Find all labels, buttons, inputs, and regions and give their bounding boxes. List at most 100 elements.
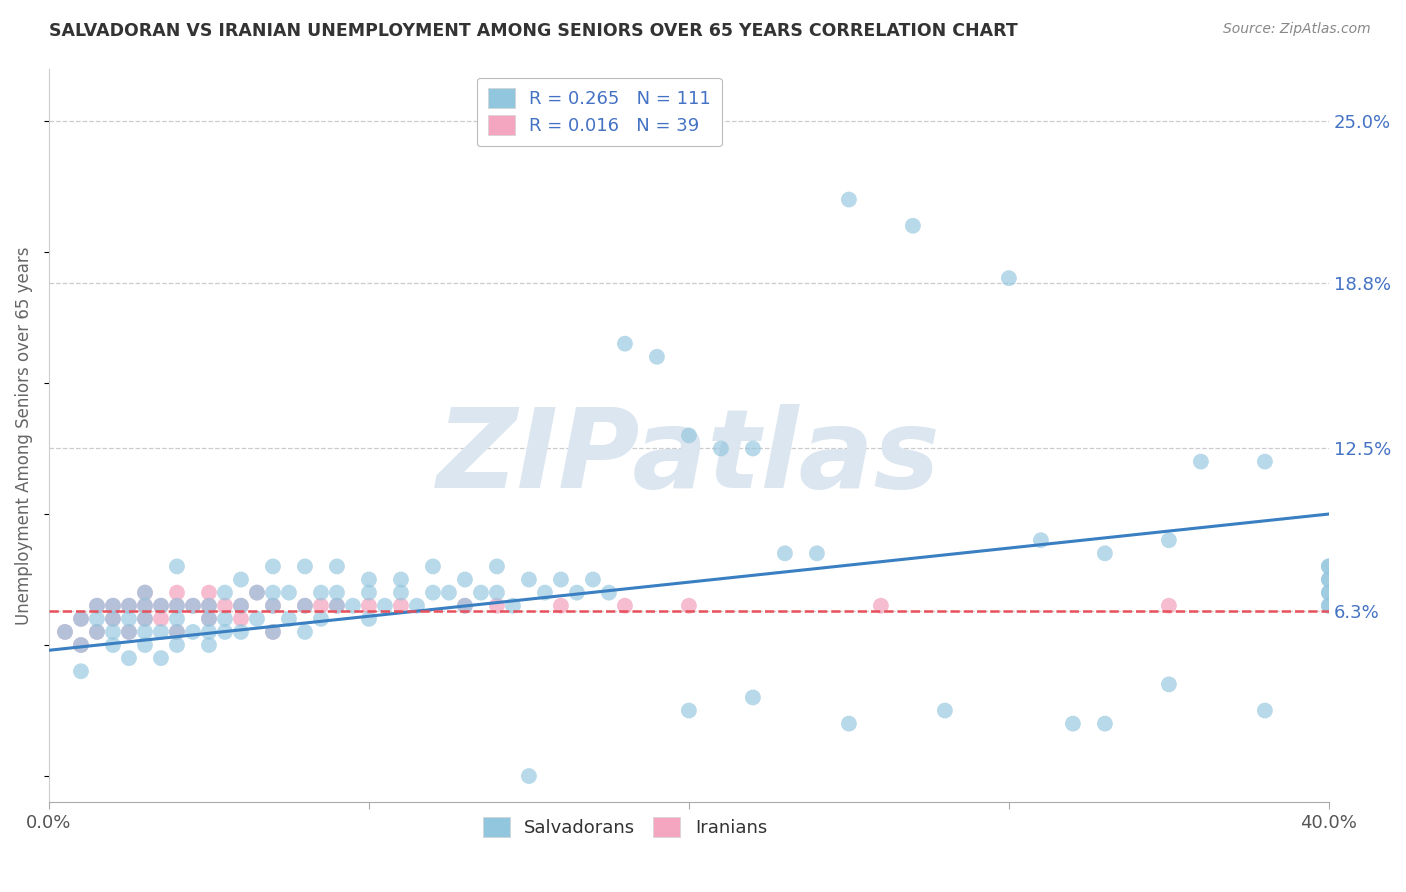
Point: [485, 599, 508, 613]
Point: [181, 599, 204, 613]
Point: [454, 599, 477, 613]
Point: [294, 599, 316, 613]
Point: [70, 665, 93, 679]
Point: [166, 559, 188, 574]
Point: [901, 219, 924, 233]
Point: [326, 585, 349, 599]
Point: [149, 612, 172, 626]
Legend: Salvadorans, Iranians: Salvadorans, Iranians: [475, 810, 775, 845]
Point: [86, 599, 108, 613]
Point: [645, 350, 668, 364]
Point: [773, 546, 796, 560]
Point: [229, 624, 252, 639]
Point: [678, 599, 700, 613]
Point: [870, 599, 893, 613]
Point: [1029, 533, 1052, 548]
Point: [166, 599, 188, 613]
Point: [1317, 585, 1340, 599]
Point: [613, 599, 636, 613]
Point: [742, 690, 765, 705]
Point: [134, 599, 156, 613]
Point: [118, 599, 141, 613]
Point: [1157, 533, 1180, 548]
Point: [1317, 573, 1340, 587]
Point: [101, 638, 124, 652]
Point: [134, 585, 156, 599]
Point: [262, 599, 284, 613]
Point: [198, 612, 221, 626]
Point: [678, 704, 700, 718]
Point: [118, 612, 141, 626]
Point: [598, 585, 620, 599]
Point: [1062, 716, 1084, 731]
Point: [326, 599, 349, 613]
Point: [1317, 599, 1340, 613]
Point: [134, 612, 156, 626]
Point: [1317, 585, 1340, 599]
Point: [166, 599, 188, 613]
Point: [134, 612, 156, 626]
Point: [357, 599, 380, 613]
Point: [517, 573, 540, 587]
Point: [262, 599, 284, 613]
Text: ZIPatlas: ZIPatlas: [437, 404, 941, 511]
Point: [246, 585, 269, 599]
Point: [454, 599, 477, 613]
Point: [198, 585, 221, 599]
Point: [742, 442, 765, 456]
Point: [214, 624, 236, 639]
Point: [229, 612, 252, 626]
Point: [342, 599, 364, 613]
Point: [118, 651, 141, 665]
Point: [294, 559, 316, 574]
Point: [357, 612, 380, 626]
Point: [838, 193, 860, 207]
Point: [294, 624, 316, 639]
Point: [485, 585, 508, 599]
Point: [166, 612, 188, 626]
Point: [454, 573, 477, 587]
Point: [70, 638, 93, 652]
Point: [149, 599, 172, 613]
Point: [134, 624, 156, 639]
Point: [229, 573, 252, 587]
Point: [262, 559, 284, 574]
Point: [294, 599, 316, 613]
Point: [582, 573, 605, 587]
Point: [198, 599, 221, 613]
Point: [389, 599, 412, 613]
Point: [309, 585, 332, 599]
Point: [1317, 559, 1340, 574]
Point: [613, 336, 636, 351]
Point: [326, 599, 349, 613]
Point: [470, 585, 492, 599]
Point: [229, 599, 252, 613]
Point: [246, 612, 269, 626]
Point: [229, 599, 252, 613]
Point: [149, 651, 172, 665]
Point: [389, 573, 412, 587]
Point: [422, 585, 444, 599]
Point: [934, 704, 956, 718]
Point: [149, 624, 172, 639]
Point: [1157, 677, 1180, 691]
Point: [1157, 599, 1180, 613]
Point: [198, 624, 221, 639]
Point: [86, 624, 108, 639]
Point: [838, 716, 860, 731]
Point: [181, 624, 204, 639]
Point: [101, 612, 124, 626]
Point: [1094, 716, 1116, 731]
Y-axis label: Unemployment Among Seniors over 65 years: Unemployment Among Seniors over 65 years: [15, 246, 32, 624]
Point: [166, 585, 188, 599]
Point: [565, 585, 588, 599]
Point: [118, 624, 141, 639]
Point: [678, 428, 700, 442]
Point: [550, 599, 572, 613]
Point: [134, 585, 156, 599]
Point: [70, 612, 93, 626]
Point: [70, 612, 93, 626]
Point: [1189, 454, 1212, 468]
Point: [198, 638, 221, 652]
Point: [998, 271, 1021, 285]
